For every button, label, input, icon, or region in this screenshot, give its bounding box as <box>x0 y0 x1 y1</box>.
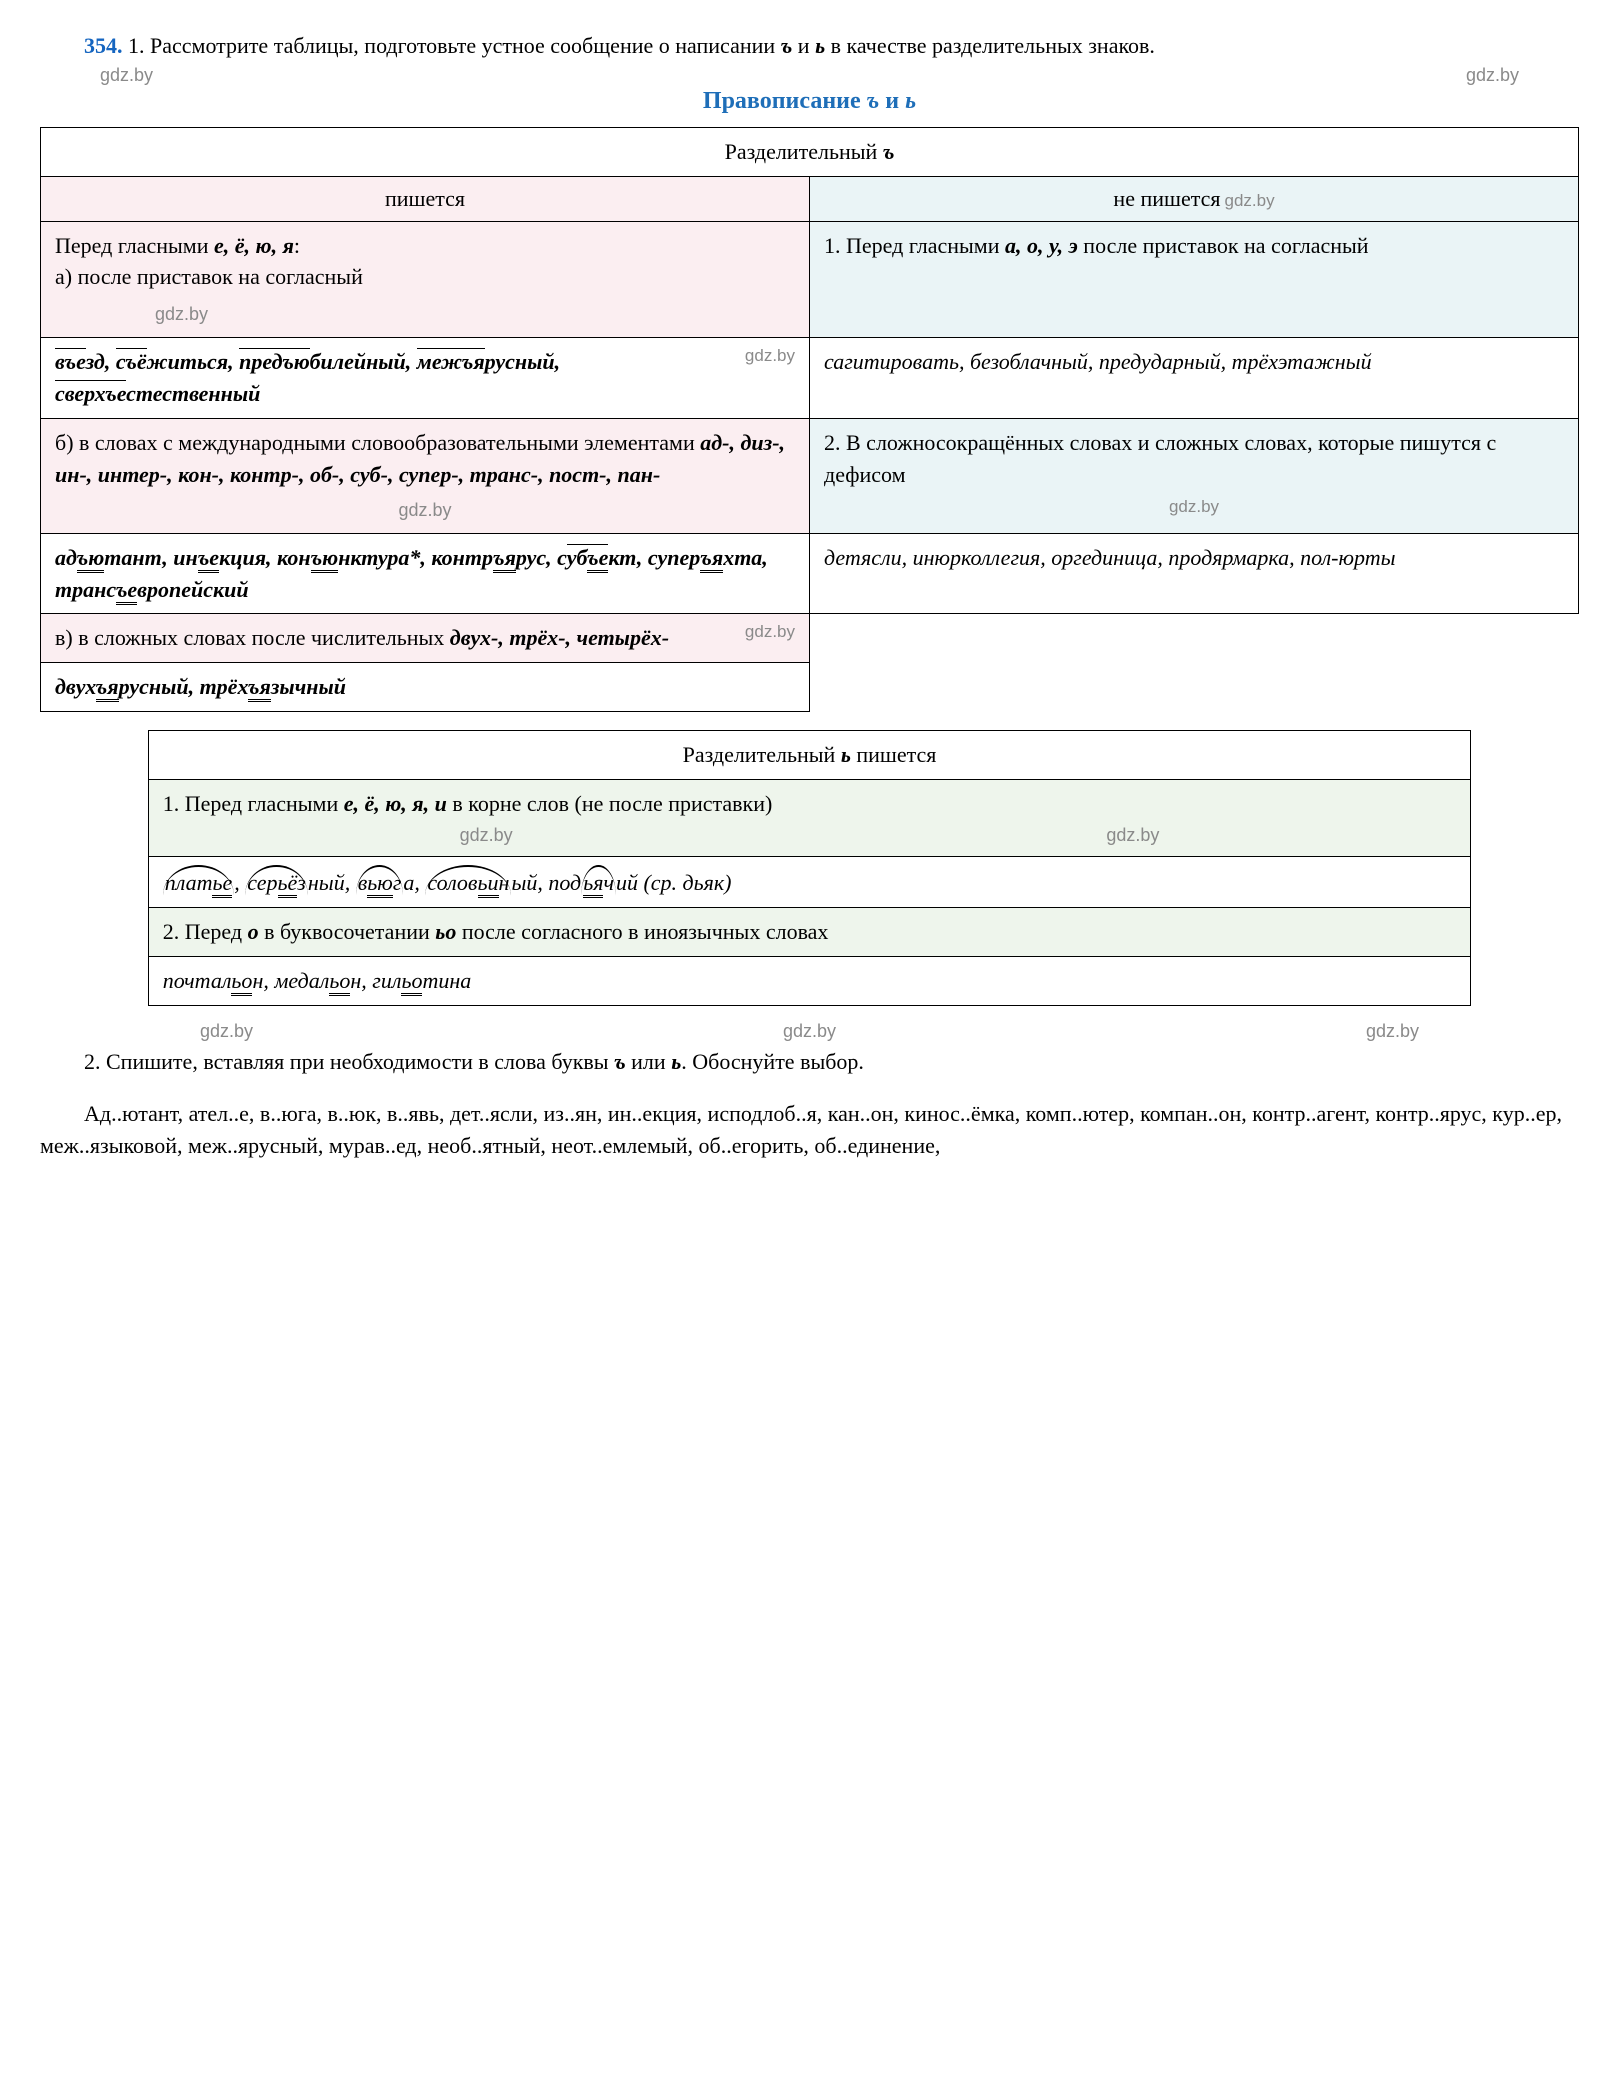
intro-paragraph: 354. 1. Рассмотрите таблицы, подготовьте… <box>40 30 1579 62</box>
t2-r3-a: 2. Перед <box>163 919 248 944</box>
t2-header-prefix: Разделительный <box>683 742 841 767</box>
t2-r1: 1. Перед гласными е, ё, ю, я, и в корне … <box>148 780 1471 857</box>
t2-r1-b: е, ё, ю, я, и <box>344 791 447 816</box>
t1-r5c1-b: двух-, трёх-, четырёх- <box>450 625 669 650</box>
t2-r3-d: ьо <box>435 919 456 944</box>
t1-r3c2: 2. В сложносокращённых словах и сложных … <box>810 419 1579 534</box>
t1-r6c1: двухъярусный, трёхъязычный <box>41 663 810 712</box>
t2-r2-b: (ср. дьяк) <box>638 870 732 895</box>
t1-r2c1: gdz.by въезд, съёжиться, предъюбилейный,… <box>41 338 810 419</box>
watermark: gdz.by <box>783 1018 836 1044</box>
intro-sign-1: ъ <box>781 33 793 58</box>
t1-r4c2: детясли, инюрколлегия, оргединица, продя… <box>810 533 1579 614</box>
t1-r3c1: б) в словах с международными слово­образ… <box>41 419 810 534</box>
t1-r3c2-text: 2. В сложносокращённых словах и сложных … <box>824 430 1496 487</box>
t1-r1c2-b: после приставок на согласный <box>1078 233 1369 258</box>
t1-r3c1-a: б) в словах с международными слово­образ… <box>55 430 700 455</box>
t1-r1c1-colon: : <box>294 233 300 258</box>
t2-r3-b: о <box>248 919 259 944</box>
watermark: gdz.by <box>100 62 153 88</box>
t1-r2c1-text: въезд, съёжиться, предъюбилейный, межъяр… <box>55 348 560 406</box>
t1-r1c1-vowels: е, ё, ю, я <box>214 233 294 258</box>
t2-r2: платье, серьёзный, вьюга, соловьиный, по… <box>148 857 1471 908</box>
t1-r5c1-a: в) в сложных словах после числитель­ных <box>55 625 450 650</box>
intro-text-1: 1. Рассмотрите таблицы, подготовьте устн… <box>123 33 781 58</box>
t1-r1c2-vowels: а, о, у, э <box>1005 233 1078 258</box>
t2-r3-e: после согласного в иноязычных словах <box>456 919 828 944</box>
t1-col1-header: пишется <box>41 176 810 221</box>
task2-e: . Обоснуйте выбор. <box>681 1049 864 1074</box>
watermark: gdz.by <box>1224 191 1274 210</box>
t1-r1c1-a: Перед гласными <box>55 233 214 258</box>
main-title: Правописание ъ и ь <box>40 84 1579 119</box>
t2-r3-c: в буквосочетании <box>259 919 436 944</box>
t1-r2c2: сагитировать, безоблачный, предударный, … <box>810 338 1579 419</box>
watermark: gdz.by <box>824 495 1564 520</box>
table-soft-sign: Разделительный ь пишется 1. Перед гласны… <box>148 730 1472 1006</box>
title-sign-1: ъ <box>867 88 880 114</box>
t2-header: Разделительный ь пишется <box>148 731 1471 780</box>
watermark: gdz.by <box>398 500 451 520</box>
watermark: gdz.by <box>155 304 208 324</box>
task2-paragraph: 2. Спишите, вставляя при необходимости в… <box>40 1046 1579 1078</box>
intro-text-2: в качестве разделительных знаков. <box>825 33 1155 58</box>
title-sign-2: ь <box>905 88 916 114</box>
watermark: gdz.by <box>745 344 795 369</box>
t2-r1-c: в корне слов (не после приставки) <box>447 791 772 816</box>
task2-a: 2. Спишите, вставляя при необходимости в… <box>84 1049 614 1074</box>
watermark: gdz.by <box>1106 822 1159 848</box>
title-mid: и <box>879 88 905 114</box>
t1-header-sign: ъ <box>883 139 895 164</box>
t1-r1c2: 1. Перед гласными а, о, у, э после прист… <box>810 221 1579 338</box>
title-prefix: Правописание <box>703 88 867 114</box>
t2-r4: почтальон, медальон, гильотина <box>148 956 1471 1005</box>
t1-r1c1: Перед гласными е, ё, ю, я: а) после прис… <box>41 221 810 338</box>
t1-r1c1-b: а) после приставок на согласный <box>55 264 363 289</box>
t1-col2-header: не пишетсяgdz.by <box>810 176 1579 221</box>
task2-c: или <box>626 1049 672 1074</box>
watermark: gdz.by <box>1366 1018 1419 1044</box>
watermark: gdz.by <box>460 822 513 848</box>
t1-col2-text: не пишется <box>1113 186 1220 211</box>
t1-header-prefix: Разделительный <box>725 139 883 164</box>
watermark-row: gdz.by gdz.by gdz.by <box>40 1018 1579 1044</box>
t2-r1-a: 1. Перед гласными <box>163 791 344 816</box>
exercise-words: Ад..ютант, ател..е, в..юга, в..юк, в..яв… <box>40 1098 1579 1162</box>
intro-mid: и <box>792 33 815 58</box>
t2-header-suffix: пишется <box>851 742 937 767</box>
watermark: gdz.by <box>200 1018 253 1044</box>
table1-header: Разделительный ъ <box>41 127 1579 176</box>
exercise-number: 354. <box>84 33 123 58</box>
t1-r5c1: gdz.by в) в сложных словах после числите… <box>41 614 810 663</box>
table-hard-sign: Разделительный ъ пишется не пишетсяgdz.b… <box>40 127 1579 712</box>
watermark: gdz.by <box>1466 62 1519 88</box>
t1-empty <box>810 614 1579 712</box>
t1-r1c2-a: 1. Перед гласными <box>824 233 1005 258</box>
task2-d: ь <box>671 1049 681 1074</box>
t1-r4c1: адъютант, инъекция, конъюнктура*, контръ… <box>41 533 810 614</box>
t2-header-sign: ь <box>841 742 851 767</box>
watermark: gdz.by <box>745 620 795 645</box>
t2-r3: 2. Перед о в буквосочетании ьо после сог… <box>148 908 1471 957</box>
task2-b: ъ <box>614 1049 626 1074</box>
intro-sign-2: ь <box>815 33 825 58</box>
